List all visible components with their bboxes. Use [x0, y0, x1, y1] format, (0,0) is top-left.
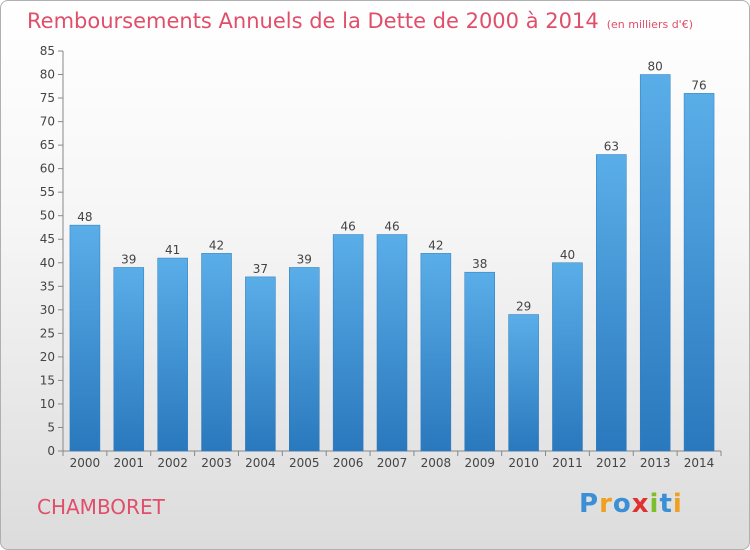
y-tick-label: 40 — [40, 256, 55, 270]
bar-value-label: 40 — [560, 248, 575, 262]
y-tick-label: 0 — [47, 444, 55, 458]
y-tick-label: 50 — [40, 209, 55, 223]
bar-2006 — [332, 234, 364, 452]
logo-letter: r — [599, 489, 613, 519]
x-tick-label: 2005 — [289, 456, 320, 470]
y-tick-label: 75 — [40, 91, 55, 105]
bar-value-label: 41 — [165, 243, 180, 257]
y-tick-label: 55 — [40, 185, 55, 199]
bar-value-label: 80 — [648, 60, 663, 74]
bar-2001 — [113, 267, 145, 452]
proxiti-logo: Proxiti — [579, 489, 683, 519]
bar-2005 — [289, 267, 320, 452]
y-tick-label: 45 — [40, 232, 55, 246]
logo-letter: o — [612, 489, 632, 519]
chart-title-text: Remboursements Annuels de la Dette de 20… — [27, 9, 599, 33]
y-tick-label: 70 — [40, 115, 55, 129]
bar-2009 — [464, 271, 495, 452]
y-tick-label: 35 — [40, 279, 55, 293]
bar-value-label: 76 — [691, 78, 706, 92]
logo-letter: i — [672, 489, 683, 519]
y-tick-label: 85 — [40, 44, 55, 58]
bar-2007 — [376, 234, 408, 452]
y-tick-label: 80 — [40, 68, 55, 82]
bar-2010 — [508, 314, 539, 452]
x-tick-label: 2001 — [114, 456, 145, 470]
logo-letter: x — [631, 489, 650, 519]
bar-value-label: 42 — [209, 238, 224, 252]
y-tick-label: 5 — [47, 420, 55, 434]
x-tick-label: 2000 — [70, 456, 101, 470]
bar-2003 — [201, 253, 232, 452]
bar-2012 — [596, 154, 627, 452]
logo-letter: P — [579, 489, 600, 519]
y-tick-label: 60 — [40, 162, 55, 176]
x-tick-label: 2003 — [201, 456, 232, 470]
y-tick-label: 25 — [40, 326, 55, 340]
x-tick-label: 2012 — [596, 456, 627, 470]
x-tick-label: 2006 — [333, 456, 364, 470]
x-tick-label: 2011 — [552, 456, 583, 470]
chart-title: Remboursements Annuels de la Dette de 20… — [27, 9, 693, 33]
x-tick-label: 2008 — [421, 456, 452, 470]
x-tick-label: 2002 — [157, 456, 188, 470]
y-tick-label: 65 — [40, 138, 55, 152]
bar-2004 — [245, 276, 276, 452]
bar-value-label: 48 — [77, 210, 92, 224]
y-tick-label: 30 — [40, 303, 55, 317]
bar-value-label: 46 — [384, 220, 399, 234]
commune-name: CHAMBORET — [37, 495, 165, 519]
bar-value-label: 46 — [340, 220, 355, 234]
y-tick-label: 10 — [40, 397, 55, 411]
bar-value-label: 39 — [297, 252, 312, 266]
y-tick-label: 15 — [40, 373, 55, 387]
logo-letter: i — [649, 489, 660, 519]
x-tick-label: 2007 — [377, 456, 408, 470]
x-tick-label: 2013 — [640, 456, 671, 470]
x-tick-label: 2004 — [245, 456, 276, 470]
x-tick-label: 2010 — [508, 456, 539, 470]
bar-2000 — [69, 224, 101, 452]
bar-value-label: 38 — [472, 257, 487, 271]
bar-2002 — [157, 257, 188, 452]
bar-2013 — [639, 74, 671, 452]
x-tick-label: 2014 — [684, 456, 715, 470]
bar-value-label: 42 — [428, 238, 443, 252]
y-tick-label: 20 — [40, 350, 55, 364]
bar-value-label: 29 — [516, 300, 531, 314]
logo-letter: t — [659, 489, 673, 519]
bar-2008 — [420, 253, 452, 452]
bar-value-label: 39 — [121, 252, 136, 266]
chart-unit: (en milliers d'€) — [606, 18, 693, 31]
bar-2011 — [552, 262, 583, 452]
bar-value-label: 63 — [604, 140, 619, 154]
bar-value-label: 37 — [253, 262, 268, 276]
bar-2014 — [683, 93, 715, 452]
x-tick-label: 2009 — [464, 456, 495, 470]
